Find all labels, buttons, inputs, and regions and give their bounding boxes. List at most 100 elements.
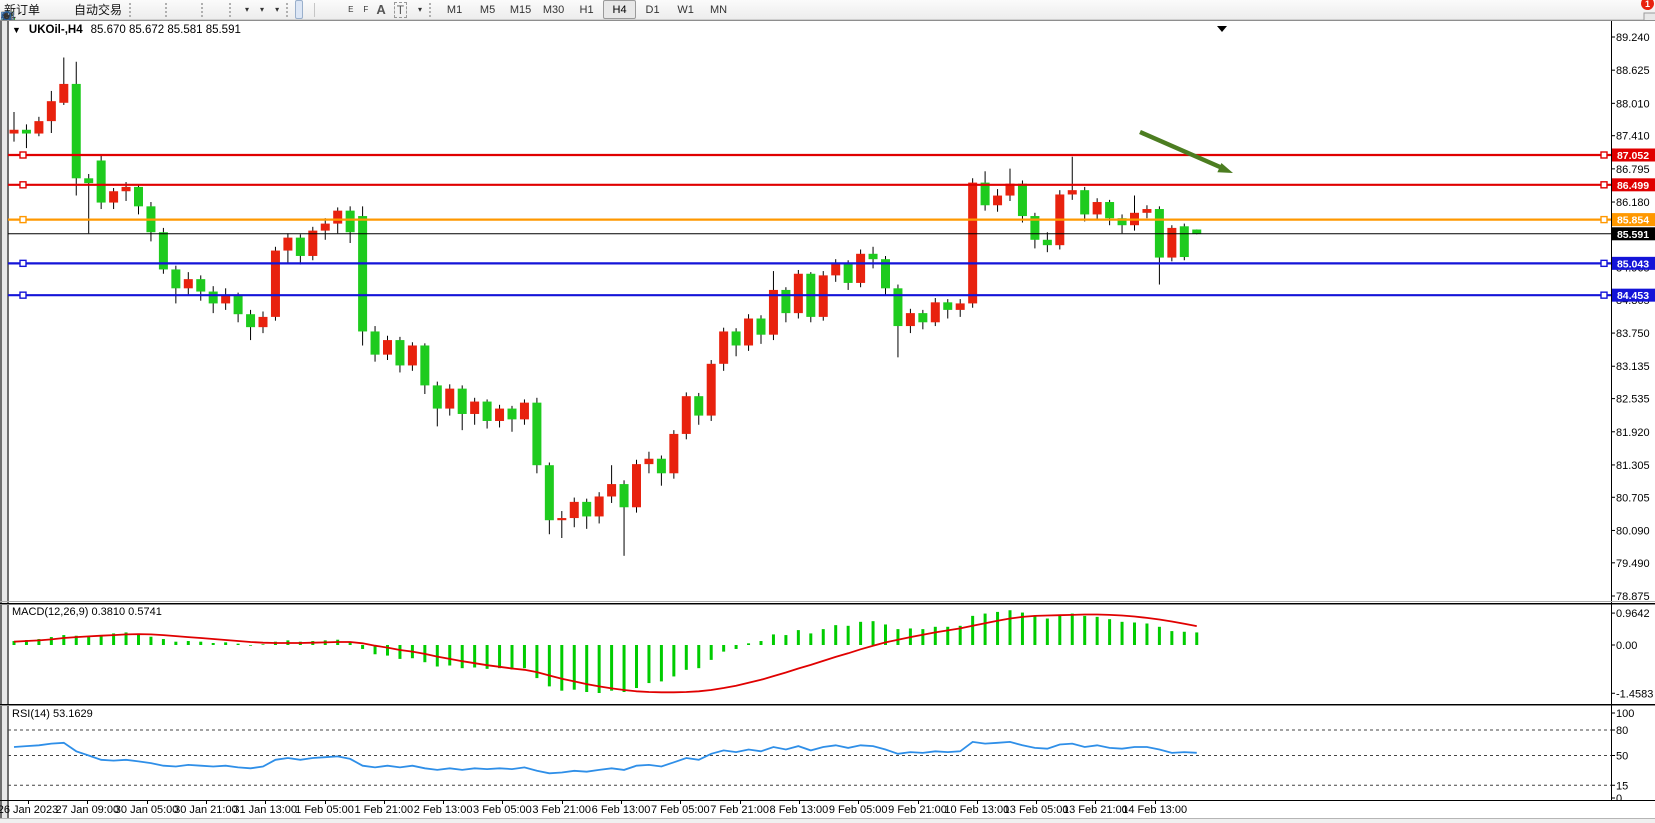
timeframe-button-H1[interactable]: H1 <box>579 3 594 16</box>
main-chart-panel: 89.240 88.625 88.010 87.410 86.795 86.180 85.5… <box>0 21 1655 604</box>
toolbar-separator <box>314 2 316 17</box>
zoom-out-button[interactable] <box>1 0 190 23</box>
candle <box>905 313 915 327</box>
candle <box>519 402 529 420</box>
timeframe-button-M5[interactable]: M5 <box>479 3 496 16</box>
profile-button[interactable] <box>0 0 52 24</box>
candle <box>607 484 617 497</box>
date-axis-tick <box>1095 801 1097 804</box>
timeframe-button-M30[interactable]: M30 <box>542 3 565 16</box>
timeframe-button-H4[interactable]: H4 <box>603 0 637 19</box>
candle <box>1192 229 1202 234</box>
line-handle[interactable] <box>19 151 27 159</box>
date-axis[interactable]: 26 Jan 2023 27 Jan 09:00 30 Jan 05:00 30 Ja… <box>0 801 1655 817</box>
rsi-axis-tick-label: 0 <box>1616 793 1622 801</box>
text-label-tool-icon: T <box>393 1 408 18</box>
timeframe-button-MN[interactable]: MN <box>710 3 728 16</box>
date-axis-tick <box>561 801 563 804</box>
candle <box>308 230 318 256</box>
text-label-tool-button[interactable]: T <box>390 0 411 19</box>
periods-button[interactable]: ▾ <box>1 0 268 24</box>
line-handle[interactable] <box>19 215 27 224</box>
price-line-badge-label: 84.453 <box>1617 290 1649 302</box>
line-handle[interactable] <box>1600 259 1608 268</box>
date-axis-tick <box>146 801 148 804</box>
macd-label: MACD(12,26,9) 0.3810 0.5741 <box>12 606 162 618</box>
terminal-button[interactable] <box>1 0 60 23</box>
zoom-in-button[interactable] <box>1 0 182 23</box>
chart-shift-button[interactable] <box>1 0 226 22</box>
candle <box>1067 190 1077 195</box>
date-axis-tick <box>502 801 504 804</box>
chevron-down-icon[interactable]: ▾ <box>418 5 423 14</box>
candle <box>270 250 280 317</box>
crosshair-tool-button[interactable] <box>1 0 311 23</box>
price-axis-tick-label: 80.090 <box>1616 525 1650 537</box>
candle <box>632 464 641 508</box>
search-button[interactable] <box>1 0 1635 24</box>
date-axis-tick <box>324 801 326 804</box>
date-axis-label: 13 Feb 05:00 <box>1003 804 1069 816</box>
trendline-tool-button[interactable] <box>1 0 342 23</box>
indicators-button[interactable]: ▾ <box>1 0 253 23</box>
candlestick-chart-button[interactable] <box>1 0 154 23</box>
notification-badge: 1 <box>1641 0 1654 10</box>
chevron-down-icon[interactable]: ▾ <box>245 5 250 14</box>
notifications-button[interactable]: 1 <box>1641 0 1655 25</box>
candle <box>1167 227 1177 258</box>
timeframe-button-W1[interactable]: W1 <box>677 3 694 16</box>
candle <box>793 273 803 314</box>
candle <box>619 484 629 508</box>
chart-ohlc-values: 85.670 85.672 85.581 85.591 <box>90 24 241 36</box>
chart-menu-icon[interactable]: ▼ <box>12 25 21 35</box>
candle <box>1005 183 1015 196</box>
fibo-sub-label: F <box>363 5 369 14</box>
tile-windows-button[interactable] <box>1 0 198 23</box>
line-handle[interactable] <box>1600 291 1608 299</box>
candle <box>1042 239 1052 246</box>
auto-trading-button[interactable]: 自动交易 <box>1 0 126 23</box>
auto-scroll-button[interactable] <box>1 0 218 22</box>
candle <box>544 465 554 521</box>
toolbar-grip <box>201 2 207 17</box>
vertical-line-tool-button[interactable] <box>5 0 326 23</box>
line-handle[interactable] <box>19 259 27 268</box>
templates-button[interactable]: ▾ <box>1 0 283 23</box>
line-handle[interactable] <box>19 181 27 189</box>
arrows-tool-button[interactable]: ▾ <box>2 0 426 23</box>
rsi-label: RSI(14) 53.1629 <box>12 708 93 720</box>
text-tool-button[interactable]: A <box>372 0 389 19</box>
signals-button[interactable] <box>1 0 68 24</box>
price-axis-tick-label: 86.795 <box>1616 164 1650 176</box>
bar-chart-button[interactable] <box>1 0 146 23</box>
chart-shift-marker-icon[interactable] <box>1217 26 1227 32</box>
annotation-arrow[interactable] <box>1139 129 1221 170</box>
candle <box>582 501 592 517</box>
price-axis-tick-label: 83.750 <box>1616 328 1650 340</box>
candle <box>59 83 69 103</box>
line-chart-button[interactable] <box>1 0 162 23</box>
candle <box>868 253 878 260</box>
price-axis-tick-label: 81.305 <box>1616 460 1650 472</box>
candle <box>1017 183 1027 217</box>
candle <box>781 289 791 314</box>
cursor-tool-button[interactable] <box>4 0 304 23</box>
line-handle[interactable] <box>1600 215 1608 224</box>
rsi-axis-tick-label: 100 <box>1616 708 1634 720</box>
horizontal-line-tool-button[interactable] <box>1 0 334 19</box>
line-handle[interactable] <box>1600 181 1608 189</box>
chevron-down-icon[interactable]: ▾ <box>275 5 280 14</box>
candle <box>943 302 953 310</box>
timeframe-button-D1[interactable]: D1 <box>645 3 660 16</box>
equidistant-channel-tool-button[interactable]: E <box>1 0 357 23</box>
fibonacci-tool-button[interactable]: F <box>2 0 372 21</box>
price-line-badge <box>1612 256 1655 270</box>
chevron-down-icon[interactable]: ▾ <box>260 5 265 14</box>
timeframe-button-M1[interactable]: M1 <box>446 3 463 16</box>
line-handle[interactable] <box>1600 151 1608 159</box>
candle <box>34 121 44 134</box>
timeframe-button-M15[interactable]: M15 <box>509 3 532 16</box>
line-handle[interactable] <box>19 291 27 299</box>
rsi-line <box>13 740 1197 775</box>
date-axis-label: 13 Feb 21:00 <box>1062 804 1128 816</box>
